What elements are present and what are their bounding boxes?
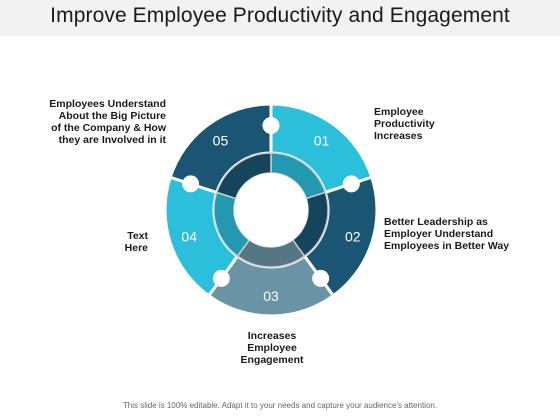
label-03: Increases Employee Engagement xyxy=(240,330,304,366)
label-05: Employees Understand About the Big Pictu… xyxy=(49,98,166,146)
segment-number-05: 05 xyxy=(213,132,229,148)
slide-title: Improve Employee Productivity and Engage… xyxy=(50,4,510,27)
segment-number-04: 04 xyxy=(181,229,197,245)
connector-dot xyxy=(312,269,330,287)
connector-dot xyxy=(182,175,200,193)
label-04: Text Here xyxy=(124,230,148,254)
connector-dot xyxy=(212,269,230,287)
segment-number-02: 02 xyxy=(345,229,361,245)
connector-dot xyxy=(342,175,360,193)
label-01: Employee Productivity Increases xyxy=(374,106,435,142)
segment-number-03: 03 xyxy=(263,288,279,304)
footer-note: This slide is 100% editable. Adapt it to… xyxy=(122,401,438,410)
segment-number-01: 01 xyxy=(314,132,330,148)
label-02: Better Leadership as Employer Understand… xyxy=(384,216,510,252)
connector-dot xyxy=(262,117,280,134)
title-bar xyxy=(0,0,560,36)
center-circle xyxy=(234,173,308,247)
